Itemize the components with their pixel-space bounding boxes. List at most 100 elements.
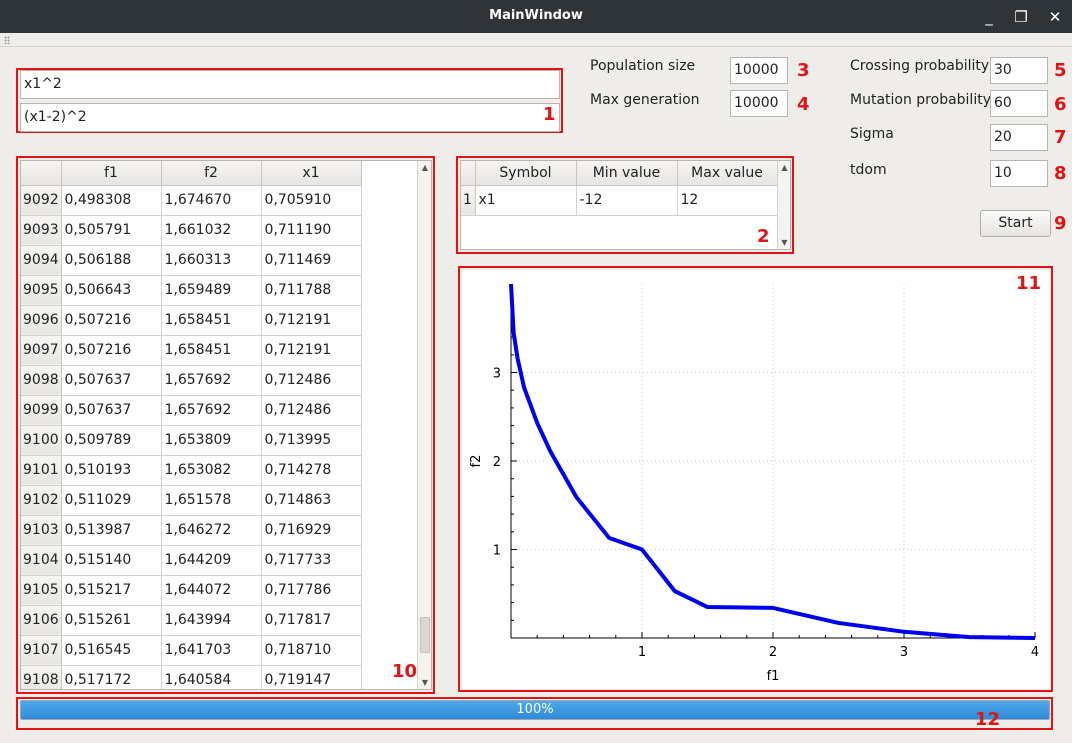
toolbar-grip-icon[interactable] [4,36,10,44]
table-cell[interactable]: 0,516545 [61,635,162,666]
table-cell[interactable]: 1,644209 [161,545,262,576]
table-cell[interactable]: 0,506643 [61,275,162,306]
table-cell[interactable]: 1,641703 [161,635,262,666]
results-scrollbar[interactable]: ▲ ▼ [417,161,431,689]
close-icon[interactable]: ✕ [1048,8,1062,26]
table-cell[interactable]: 0,719147 [261,665,362,689]
table-cell[interactable]: 1,657692 [161,365,262,396]
table-cell[interactable]: 1,674670 [161,185,262,216]
table-cell[interactable]: 0,718710 [261,635,362,666]
table-row[interactable]: 9108 0,517172 1,640584 0,719147 [21,665,362,689]
start-button[interactable]: Start [980,210,1051,237]
results-header-f1[interactable]: f1 [61,161,162,186]
table-cell[interactable]: 0,711788 [261,275,362,306]
table-cell[interactable]: 1,661032 [161,215,262,246]
table-cell[interactable]: 0,498308 [61,185,162,216]
table-row[interactable]: 9100 0,509789 1,653809 0,713995 [21,425,362,456]
table-cell[interactable]: 0,507637 [61,395,162,426]
minimize-icon[interactable]: _ [985,8,993,26]
table-cell[interactable]: 1,644072 [161,575,262,606]
table-cell[interactable]: 0,714278 [261,455,362,486]
max-generation-input[interactable]: 10000 [730,90,788,117]
table-cell[interactable]: x1 [475,185,577,216]
table-cell[interactable]: 0,513987 [61,515,162,546]
table-cell[interactable]: 1,651578 [161,485,262,516]
table-row[interactable]: 9106 0,515261 1,643994 0,717817 [21,605,362,636]
table-cell[interactable]: 1,643994 [161,605,262,636]
table-cell[interactable]: 1,660313 [161,245,262,276]
table-cell[interactable]: 0,711190 [261,215,362,246]
table-cell[interactable]: 0,507216 [61,305,162,336]
table-cell[interactable]: 0,712486 [261,365,362,396]
table-row[interactable]: 9092 0,498308 1,674670 0,705910 [21,185,362,216]
table-cell[interactable]: 0,717786 [261,575,362,606]
table-row[interactable]: 9097 0,507216 1,658451 0,712191 [21,335,362,366]
results-table[interactable]: f1 f2 x1 9092 0,498308 1,674670 0,705910 909… [20,160,432,690]
table-cell[interactable]: 0,705910 [261,185,362,216]
table-cell[interactable]: 0,511029 [61,485,162,516]
population-size-input[interactable]: 10000 [730,57,788,84]
scrollbar-thumb[interactable] [420,617,430,653]
table-row[interactable]: 9104 0,515140 1,644209 0,717733 [21,545,362,576]
scroll-down-icon[interactable]: ▼ [421,678,429,687]
table-cell[interactable]: 0,515140 [61,545,162,576]
table-row[interactable]: 9107 0,516545 1,641703 0,718710 [21,635,362,666]
table-cell[interactable]: 0,507216 [61,335,162,366]
table-cell[interactable]: 0,716929 [261,515,362,546]
function-1-input[interactable]: x1^2 [20,70,560,99]
variables-scrollbar[interactable]: ▲ ▼ [777,161,790,249]
table-cell[interactable]: 1,659489 [161,275,262,306]
table-row[interactable]: 9094 0,506188 1,660313 0,711469 [21,245,362,276]
table-cell[interactable]: 1,658451 [161,335,262,366]
table-row[interactable]: 9096 0,507216 1,658451 0,712191 [21,305,362,336]
table-cell[interactable]: 0,717817 [261,605,362,636]
table-cell[interactable]: 0,515217 [61,575,162,606]
table-cell[interactable]: 0,505791 [61,215,162,246]
table-cell[interactable]: 0,711469 [261,245,362,276]
table-cell[interactable]: 1,658451 [161,305,262,336]
table-cell[interactable]: 1,657692 [161,395,262,426]
table-row[interactable]: 9093 0,505791 1,661032 0,711190 [21,215,362,246]
table-cell[interactable]: 0,713995 [261,425,362,456]
table-cell[interactable]: 0,515261 [61,605,162,636]
table-row[interactable]: 1 x1 -12 12 [461,185,778,216]
table-row[interactable]: 9095 0,506643 1,659489 0,711788 [21,275,362,306]
variables-header-symbol[interactable]: Symbol [475,161,577,186]
tdom-input[interactable]: 10 [990,160,1048,187]
table-row[interactable]: 9101 0,510193 1,653082 0,714278 [21,455,362,486]
function-2-input[interactable]: (x1-2)^2 [20,103,560,132]
table-row[interactable]: 9103 0,513987 1,646272 0,716929 [21,515,362,546]
table-cell[interactable]: 1,653082 [161,455,262,486]
scroll-up-icon[interactable]: ▲ [421,163,429,172]
table-cell[interactable]: 0,712486 [261,395,362,426]
table-cell[interactable]: -12 [576,185,678,216]
table-cell[interactable]: 0,510193 [61,455,162,486]
table-row[interactable]: 9105 0,515217 1,644072 0,717786 [21,575,362,606]
variables-header-max[interactable]: Max value [677,161,778,186]
variables-table[interactable]: Symbol Min value Max value 1 x1 -12 12 ▲… [460,160,791,250]
mutation-probability-input[interactable]: 60 [990,90,1048,117]
table-cell[interactable]: 12 [677,185,778,216]
table-row[interactable]: 9099 0,507637 1,657692 0,712486 [21,395,362,426]
results-header-f2[interactable]: f2 [161,161,262,186]
scroll-up-icon[interactable]: ▲ [781,163,788,172]
table-cell[interactable]: 0,517172 [61,665,162,689]
maximize-icon[interactable]: ❐ [1014,8,1028,26]
table-cell[interactable]: 0,717733 [261,545,362,576]
table-cell[interactable]: 0,506188 [61,245,162,276]
table-row[interactable]: 9102 0,511029 1,651578 0,714863 [21,485,362,516]
table-cell[interactable]: 1,646272 [161,515,262,546]
crossing-probability-input[interactable]: 30 [990,57,1048,84]
pareto-chart[interactable]: 1 2 3 4 1 2 3 f1 f2 [462,270,1050,689]
variables-header-min[interactable]: Min value [576,161,678,186]
table-row[interactable]: 9098 0,507637 1,657692 0,712486 [21,365,362,396]
table-cell[interactable]: 0,712191 [261,335,362,366]
table-cell[interactable]: 0,509789 [61,425,162,456]
results-header-x1[interactable]: x1 [261,161,362,186]
table-cell[interactable]: 1,640584 [161,665,262,689]
sigma-input[interactable]: 20 [990,124,1048,151]
scroll-down-icon[interactable]: ▼ [781,238,788,247]
table-cell[interactable]: 1,653809 [161,425,262,456]
table-cell[interactable]: 0,507637 [61,365,162,396]
table-cell[interactable]: 0,712191 [261,305,362,336]
